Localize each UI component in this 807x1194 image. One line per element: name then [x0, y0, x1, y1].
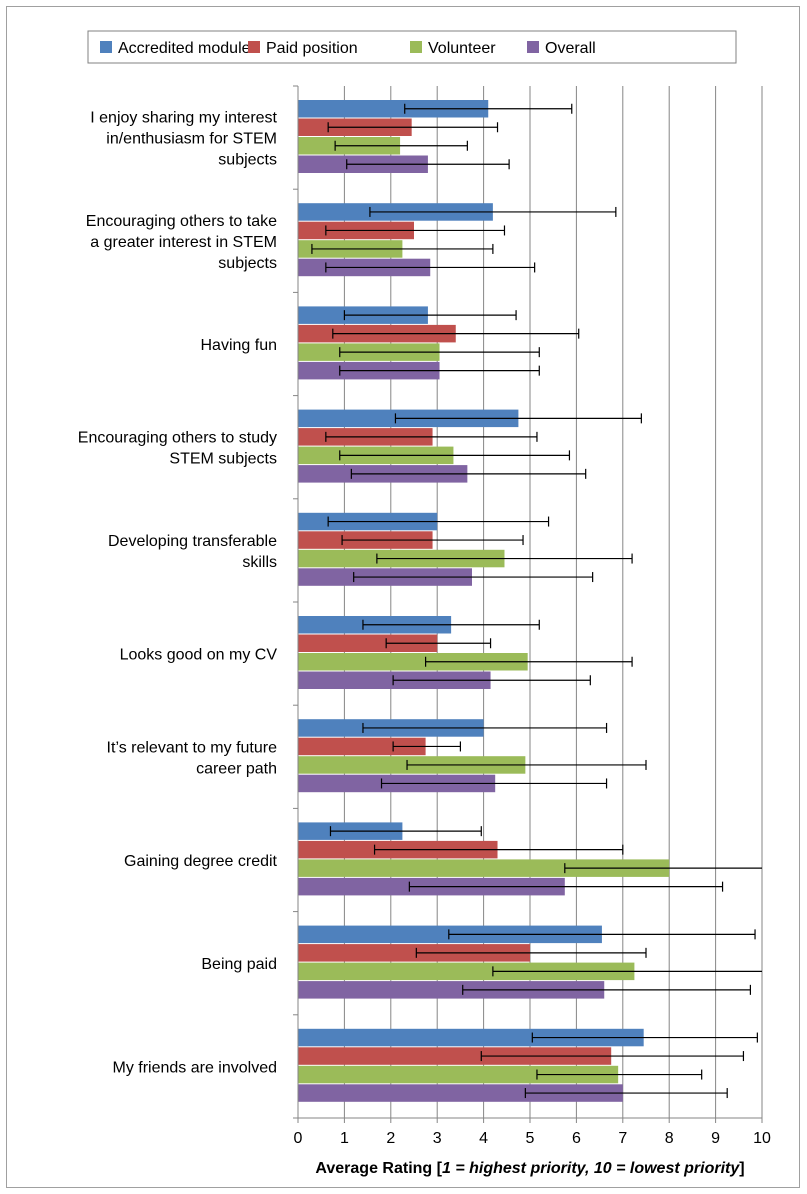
category-label: Developing transferable skills — [108, 533, 277, 571]
bar-overall — [298, 981, 605, 999]
x-tick-label: 7 — [618, 1130, 627, 1147]
x-tick-label: 0 — [294, 1130, 303, 1147]
bar-accredited-module — [298, 1028, 644, 1047]
bar-paid-position — [298, 944, 530, 962]
x-tick-label: 8 — [665, 1130, 674, 1147]
category-label-line: STEM subjects — [169, 451, 277, 468]
category-label-line: Being paid — [201, 956, 277, 973]
category-label-line: a greater interest in STEM — [90, 234, 277, 251]
category-label-line: in/enthusiasm for STEM — [106, 131, 277, 148]
category-label: Encouraging others to study STEM subjects — [78, 430, 277, 468]
category-label: It’s relevant to my future career path — [107, 739, 278, 777]
category-label-line: My friends are involved — [112, 1059, 277, 1076]
x-axis-title: Average Rating [1 = highest priority, 10… — [315, 1160, 744, 1177]
category-label-line: I enjoy sharing my interest — [90, 110, 277, 127]
legend-swatch — [100, 41, 112, 53]
legend-label: Accredited module — [118, 40, 251, 57]
category-labels: I enjoy sharing my interest in/enthusiasm… — [78, 110, 278, 1077]
category-label: My friends are involved — [112, 1059, 277, 1076]
bar-overall — [298, 1084, 623, 1102]
x-tick-label: 1 — [340, 1130, 349, 1147]
category-label-line: skills — [242, 554, 277, 571]
x-tick-label: 10 — [753, 1130, 771, 1147]
category-label-line: It’s relevant to my future — [107, 739, 278, 756]
category-label: Having fun — [201, 337, 278, 354]
category-label-line: career path — [196, 760, 277, 777]
bar-volunteer — [298, 1065, 619, 1084]
bar-accredited-module — [298, 100, 489, 118]
category-label: Encouraging others to take a greater inte… — [86, 213, 277, 272]
legend-label: Volunteer — [428, 40, 496, 57]
category-label-line: Having fun — [201, 337, 278, 354]
axes: 0 1 2 3 4 5 6 7 8 9 10 — [293, 85, 771, 1147]
x-tick-label: 5 — [526, 1130, 535, 1147]
legend[interactable]: Accredited module Paid position Volunteer O… — [87, 30, 737, 64]
category-label: Being paid — [201, 956, 277, 973]
bar-volunteer — [298, 962, 635, 981]
bar-volunteer — [298, 653, 528, 671]
x-tick-label: 2 — [386, 1130, 395, 1147]
category-label: I enjoy sharing my interest in/enthusiasm… — [90, 110, 277, 169]
legend-label: Paid position — [266, 40, 358, 57]
category-label-line: Encouraging others to take — [86, 213, 277, 230]
category-label: Gaining degree credit — [124, 853, 278, 870]
x-tick-label: 3 — [433, 1130, 442, 1147]
category-label-line: Gaining degree credit — [124, 853, 278, 870]
error-bars — [311, 103, 762, 1099]
bar-paid-position — [298, 1047, 612, 1065]
bar-paid-position — [298, 634, 438, 652]
bar-volunteer — [298, 859, 670, 877]
x-tick-label: 4 — [479, 1130, 488, 1147]
category-label-line: Encouraging others to study — [78, 430, 277, 447]
category-label-line: subjects — [218, 152, 277, 169]
x-tick-label: 9 — [711, 1130, 720, 1147]
category-label-line: Looks good on my CV — [120, 647, 278, 664]
category-label-line: Developing transferable — [108, 533, 277, 550]
legend-swatch — [527, 41, 539, 53]
category-label-line: subjects — [218, 255, 277, 272]
legend-swatch — [248, 41, 260, 53]
x-tick-label: 6 — [572, 1130, 581, 1147]
category-label: Looks good on my CV — [120, 647, 278, 664]
legend-swatch — [410, 41, 422, 53]
legend-label: Overall — [545, 40, 596, 57]
